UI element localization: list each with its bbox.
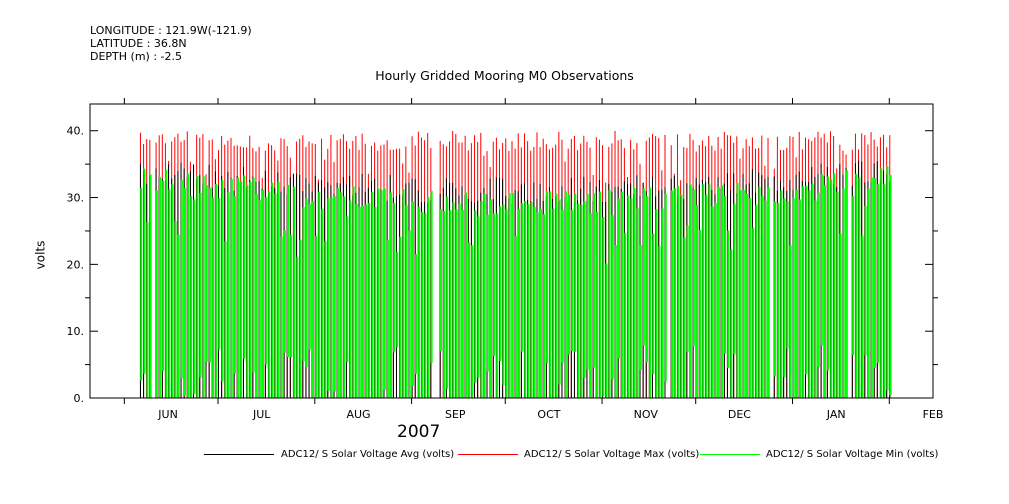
x-tick-label: AUG bbox=[346, 408, 370, 421]
depth-label: DEPTH (m) : -2.5 bbox=[90, 50, 183, 63]
x-tick-label: DEC bbox=[728, 408, 751, 421]
x-tick-label: FEB bbox=[923, 408, 944, 421]
data-bars bbox=[139, 130, 892, 398]
y-tick-label: 30. bbox=[67, 192, 85, 205]
axis-ticks: 0. 10. 20. 30. 40. JUN JUL AUG SEP OCT NOV DEC JAN FE… bbox=[67, 98, 944, 421]
y-tick-label: 40. bbox=[67, 125, 85, 138]
x-tick-label: JUL bbox=[252, 408, 271, 421]
legend-min-label: ADC12/ S Solar Voltage Min (volts) bbox=[766, 449, 939, 460]
x-tick-label: OCT bbox=[537, 408, 560, 421]
legend-avg-line bbox=[204, 454, 274, 455]
x-tick-label: JUN bbox=[157, 408, 178, 421]
longitude-label: LONGITUDE : 121.9W(-121.9) bbox=[90, 24, 252, 37]
plot-frame bbox=[89, 103, 934, 399]
legend-min-line bbox=[700, 454, 760, 455]
chart-title: Hourly Gridded Mooring M0 Observations bbox=[375, 68, 634, 83]
y-tick-label: 20. bbox=[67, 258, 85, 271]
y-tick-label: 10. bbox=[67, 325, 85, 338]
x-tick-label: SEP bbox=[445, 408, 466, 421]
y-tick-label: 0. bbox=[74, 392, 85, 405]
x-tick-label: JAN bbox=[826, 408, 846, 421]
legend-max-label: ADC12/ S Solar Voltage Max (volts) bbox=[524, 449, 700, 460]
legend-avg-label: ADC12/ S Solar Voltage Avg (volts) bbox=[281, 449, 455, 460]
x-axis-year-label: 2007 bbox=[397, 422, 441, 442]
legend-max-line bbox=[458, 454, 518, 455]
y-axis-label: volts bbox=[33, 240, 48, 270]
latitude-label: LATITUDE : 36.8N bbox=[90, 37, 187, 50]
x-tick-label: NOV bbox=[634, 408, 659, 421]
